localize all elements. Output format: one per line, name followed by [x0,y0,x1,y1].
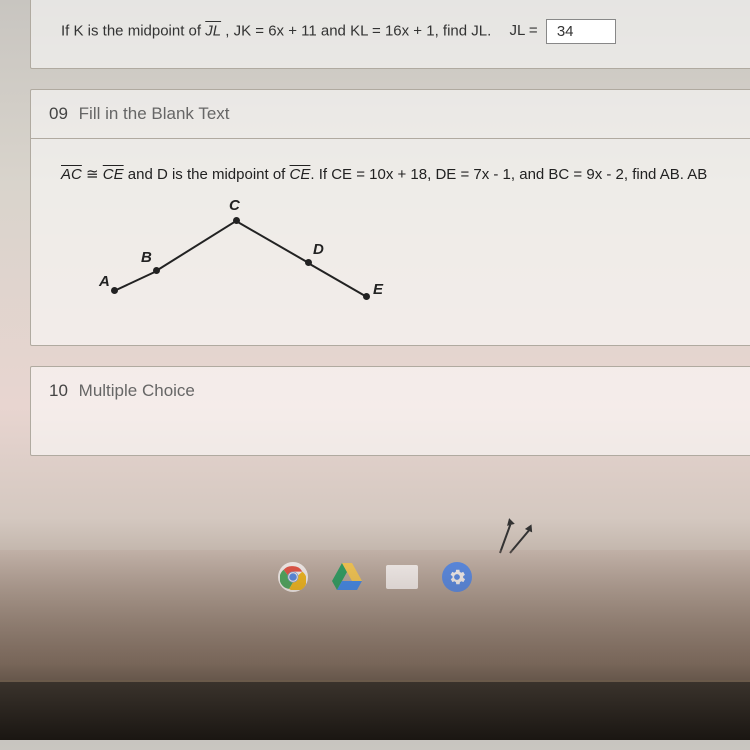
label-e: E [373,281,383,298]
q9-rest: . If CE = 10x + 18, DE = 7x - 1, and BC … [310,166,707,183]
point-c [233,217,240,224]
point-a [111,287,118,294]
q10-title: Multiple Choice [79,381,195,400]
label-a: A [99,273,110,290]
segment-ab [114,270,157,292]
q9-seg-ce: CE [103,166,124,183]
question-9-body: AC ≅ CE and D is the midpoint of CE. If … [31,139,750,345]
q9-seg-ce2: CE [290,166,311,183]
diagram-arrows-fragment [480,514,540,554]
label-c: C [229,197,240,214]
label-d: D [313,241,324,258]
question-9-header: 09 Fill in the Blank Text [31,90,750,139]
laptop-base [0,680,750,740]
segment-bc [155,220,236,272]
q8-text-mid: , JK = 6x + 11 and KL = 16x + 1, find JL… [221,22,491,39]
question-8-card: If K is the midpoint of JL , JK = 6x + 1… [30,0,750,69]
q9-problem-text: AC ≅ CE and D is the midpoint of CE. If … [61,165,736,183]
question-9-card: 09 Fill in the Blank Text AC ≅ CE and D … [30,89,750,346]
q10-number: 10 [49,381,68,400]
point-e [363,293,370,300]
q9-congruent: ≅ [82,166,103,183]
question-10-header: 10 Multiple Choice [31,367,750,415]
q9-title: Fill in the Blank Text [79,104,230,123]
q9-mid1: and D is the midpoint of [124,166,290,183]
segment-de [308,262,367,297]
q8-segment-jl: JL [205,22,221,39]
q9-seg-ac: AC [61,166,82,183]
q8-answer-input[interactable]: 34 [546,19,616,44]
point-d [305,259,312,266]
point-b [153,267,160,274]
worksheet-page: If K is the midpoint of JL , JK = 6x + 1… [0,0,750,456]
q8-answer-label: JL = [509,22,537,39]
q9-number: 09 [49,104,68,123]
label-b: B [141,249,152,266]
question-8-body: If K is the midpoint of JL , JK = 6x + 1… [31,0,750,68]
q8-text-prefix: If K is the midpoint of [61,22,205,39]
question-10-card: 10 Multiple Choice [30,366,750,456]
q9-diagram: A B C D E [61,195,401,315]
q10-body-blank [31,415,750,455]
segment-cd [236,220,310,264]
